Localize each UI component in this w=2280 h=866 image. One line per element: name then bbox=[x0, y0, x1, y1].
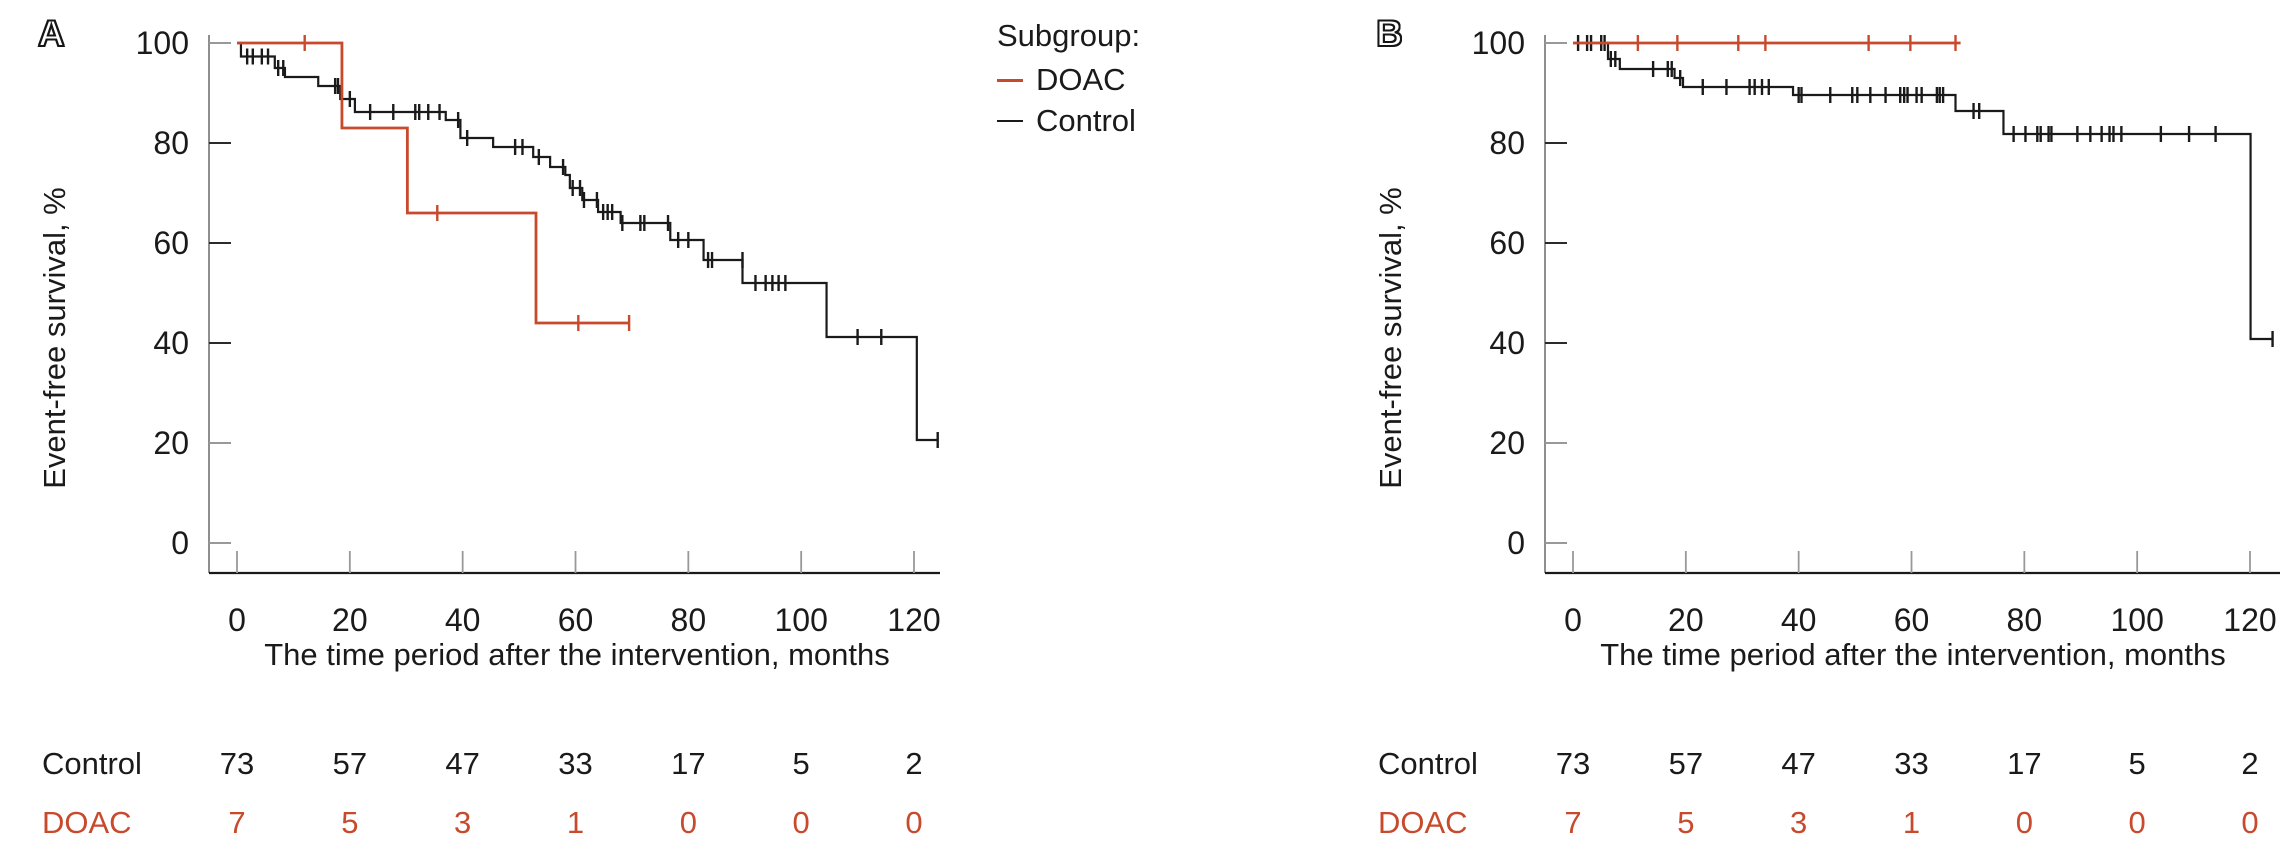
risk-value: 57 bbox=[1669, 746, 1703, 781]
risk-value: 1 bbox=[567, 805, 584, 840]
panel-A-y-tick-label: 20 bbox=[153, 425, 189, 461]
risk-value: 73 bbox=[1556, 746, 1590, 781]
risk-value: 47 bbox=[445, 746, 479, 781]
legend-title: Subgroup: bbox=[997, 18, 1141, 53]
risk-value: 2 bbox=[2241, 746, 2258, 781]
panel-B-x-tick-label: 20 bbox=[1668, 602, 1704, 638]
panel-A-x-tick-label: 0 bbox=[228, 602, 246, 638]
panel-B-x-tick-label: 0 bbox=[1564, 602, 1582, 638]
panel-A-y-tick-label: 100 bbox=[136, 25, 189, 61]
panel-a-y-axis-title: Event-free survival, % bbox=[37, 187, 72, 489]
legend-item-doac: DOAC bbox=[997, 62, 1140, 97]
panel-B-x-tick-label: 60 bbox=[1894, 602, 1930, 638]
panel-B-y-tick-label: 0 bbox=[1507, 525, 1525, 561]
panel-B-y-tick-label: 40 bbox=[1489, 325, 1525, 361]
risk-value: 0 bbox=[680, 805, 697, 840]
risk-value: 57 bbox=[333, 746, 367, 781]
risk-value: 5 bbox=[2129, 746, 2146, 781]
panel-B-curve-doac bbox=[1573, 35, 1961, 51]
doac-line-swatch-icon bbox=[997, 78, 1023, 82]
risk-value: 7 bbox=[228, 805, 245, 840]
control-line-swatch-icon bbox=[997, 120, 1023, 122]
panel-a-x-axis-title: The time period after the intervention, … bbox=[264, 637, 890, 672]
risk-row-label: DOAC bbox=[42, 805, 132, 840]
panel-A-curve-doac bbox=[237, 35, 631, 331]
risk-value: 0 bbox=[2016, 805, 2033, 840]
legend: Subgroup: DOAC Control bbox=[997, 18, 1140, 138]
risk-value: 2 bbox=[905, 746, 922, 781]
risk-value: 5 bbox=[341, 805, 358, 840]
risk-value: 0 bbox=[2241, 805, 2258, 840]
risk-row-label: Control bbox=[1378, 746, 1478, 781]
panel-B-x-tick-label: 120 bbox=[2223, 602, 2276, 638]
panel-A-y-tick-label: 40 bbox=[153, 325, 189, 361]
risk-row-label: Control bbox=[42, 746, 142, 781]
risk-value: 33 bbox=[1894, 746, 1928, 781]
risk-value: 5 bbox=[793, 746, 810, 781]
risk-value: 3 bbox=[454, 805, 471, 840]
panel-A-y-tick-label: 60 bbox=[153, 225, 189, 261]
legend-item-label: DOAC bbox=[1036, 62, 1126, 97]
panel-A-risk-table: Control 73 57 47 33 17 5 2 DOAC 7 5 3 1 0 0 0 bbox=[42, 746, 923, 840]
panel-A-x-tick-label: 100 bbox=[774, 602, 827, 638]
panel-A-y-tick-label: 80 bbox=[153, 125, 189, 161]
panel-b-label: B bbox=[1375, 12, 1404, 55]
panel-b-x-axis-title: The time period after the intervention, … bbox=[1600, 637, 2226, 672]
risk-value: 0 bbox=[793, 805, 810, 840]
panel-A-curve-control bbox=[237, 41, 939, 448]
risk-value: 33 bbox=[558, 746, 592, 781]
panel-B-risk-table: Control 73 57 47 33 17 5 2 DOAC 7 5 3 1 0 0 0 bbox=[1378, 746, 2259, 840]
panel-B-x-tick-label: 40 bbox=[1781, 602, 1817, 638]
risk-value: 17 bbox=[2007, 746, 2041, 781]
panel-b-y-axis-title: Event-free survival, % bbox=[1373, 187, 1408, 489]
legend-item-label: Control bbox=[1036, 103, 1136, 138]
panel-B-axes: 0 20 40 60 80 100 120 0 20 40 60 80 100 bbox=[1472, 25, 2280, 638]
panel-A-x-tick-label: 40 bbox=[445, 602, 481, 638]
risk-value: 0 bbox=[2129, 805, 2146, 840]
panel-A-axes: 0 20 40 60 80 100 120 0 20 40 60 80 100 bbox=[136, 25, 941, 638]
panel-B-y-tick-label: 100 bbox=[1472, 25, 1525, 61]
risk-value: 17 bbox=[671, 746, 705, 781]
panel-B-curve-control bbox=[1573, 35, 2274, 347]
risk-value: 47 bbox=[1781, 746, 1815, 781]
risk-value: 5 bbox=[1677, 805, 1694, 840]
risk-row-label: DOAC bbox=[1378, 805, 1468, 840]
panel-A-x-tick-label: 20 bbox=[332, 602, 368, 638]
panel-A-y-tick-label: 0 bbox=[171, 525, 189, 561]
risk-value: 0 bbox=[905, 805, 922, 840]
panel-A-x-tick-label: 80 bbox=[671, 602, 707, 638]
risk-value: 1 bbox=[1903, 805, 1920, 840]
risk-value: 7 bbox=[1564, 805, 1581, 840]
panel-A-x-tick-label: 60 bbox=[558, 602, 594, 638]
panel-B-y-tick-label: 80 bbox=[1489, 125, 1525, 161]
panel-a-label: A bbox=[37, 12, 66, 55]
panel-B-y-tick-label: 20 bbox=[1489, 425, 1525, 461]
legend-item-control: Control bbox=[997, 103, 1140, 138]
panel-B-y-tick-label: 60 bbox=[1489, 225, 1525, 261]
panel-A-x-tick-label: 120 bbox=[887, 602, 940, 638]
risk-value: 3 bbox=[1790, 805, 1807, 840]
panel-B-x-tick-label: 100 bbox=[2110, 602, 2163, 638]
risk-value: 73 bbox=[220, 746, 254, 781]
panel-B-x-tick-label: 80 bbox=[2007, 602, 2043, 638]
